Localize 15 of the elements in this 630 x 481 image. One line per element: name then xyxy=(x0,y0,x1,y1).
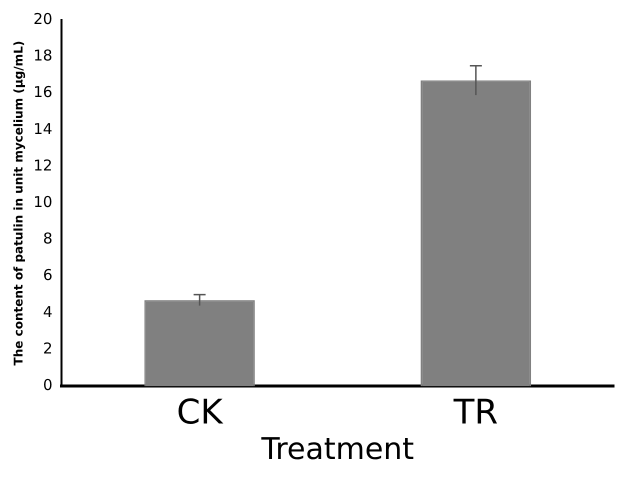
y-tick-label: 16 xyxy=(33,83,52,102)
y-tick-label: 6 xyxy=(42,266,52,284)
y-tick-label: 8 xyxy=(42,230,52,248)
y-tick-label: 18 xyxy=(33,46,52,65)
y-tick-label: 20 xyxy=(33,10,52,28)
x-axis-title: Treatment xyxy=(260,432,414,467)
y-tick-label: 12 xyxy=(33,156,52,174)
y-tick-label: 10 xyxy=(33,192,52,211)
y-tick-label: 0 xyxy=(42,376,52,394)
y-tick-label: 4 xyxy=(42,302,52,321)
y-axis-title: The content of patulin in unit mycelium (μg/mL) xyxy=(11,40,26,366)
y-tick-label: 2 xyxy=(42,339,52,358)
x-tick-label: TR xyxy=(452,392,498,432)
y-tick-label: 14 xyxy=(33,120,52,138)
x-tick-label: CK xyxy=(176,392,224,432)
